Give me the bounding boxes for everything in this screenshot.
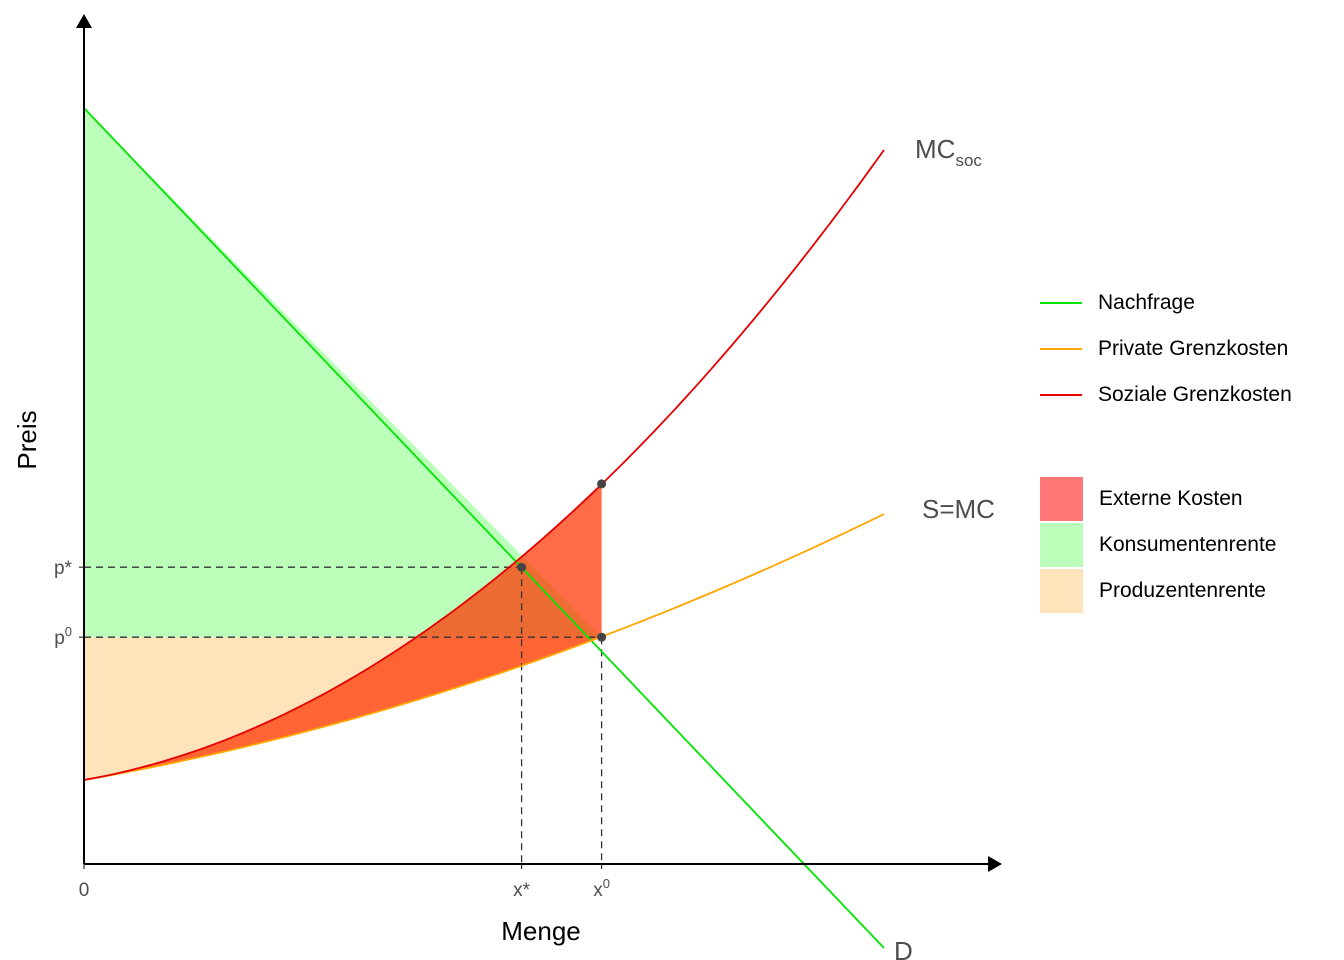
legend-swatch	[1040, 569, 1083, 613]
y-tick-label-1: p0	[54, 624, 72, 649]
legend-line-item: Soziale Grenzkosten	[1040, 372, 1340, 418]
equilibrium-point-1	[597, 632, 607, 642]
legend-swatch	[1040, 477, 1083, 521]
x-axis-title: Menge	[501, 916, 581, 946]
x-tick-label-1: x*	[513, 880, 531, 901]
y-axis-arrow	[76, 14, 92, 28]
areas-layer	[84, 108, 602, 780]
legend: Nachfrage Private Grenzkosten Soziale Gren…	[1040, 280, 1340, 614]
legend-fill-item: Externe Kosten	[1040, 476, 1340, 522]
y-axis-title: Preis	[12, 410, 42, 469]
legend-line-item: Private Grenzkosten	[1040, 326, 1340, 372]
demand-end-label: D	[894, 936, 913, 960]
legend-label: Konsumentenrente	[1099, 533, 1277, 556]
x-tick-label-2: x0	[593, 876, 610, 901]
legend-label: Nachfrage	[1098, 291, 1195, 314]
legend-label: Externe Kosten	[1099, 487, 1243, 510]
legend-fills: Externe Kosten Konsumentenrente Produzente…	[1040, 476, 1340, 614]
legend-label: Produzentenrente	[1099, 579, 1266, 602]
legend-fill-item: Produzentenrente	[1040, 568, 1340, 614]
equilibrium-point-2	[597, 479, 607, 489]
y-tick-label-0: p*	[54, 558, 73, 579]
equilibrium-point-0	[517, 562, 527, 572]
legend-label: Private Grenzkosten	[1098, 337, 1289, 360]
legend-swatch	[1040, 523, 1083, 567]
social-cost-end-label: MCsoc	[915, 134, 982, 170]
legend-line-item: Nachfrage	[1040, 280, 1340, 326]
legend-line-key	[1040, 348, 1082, 350]
x-tick-label-0: 0	[79, 880, 90, 901]
x-axis-arrow	[988, 856, 1002, 872]
consumer-surplus-area	[84, 108, 602, 638]
guides-layer	[84, 566, 603, 864]
private-marginal-cost-curve	[83, 513, 885, 781]
legend-line-key	[1040, 394, 1082, 396]
legend-fill-item: Konsumentenrente	[1040, 522, 1340, 568]
private-cost-end-label: S=MC	[922, 494, 995, 524]
points-layer	[517, 479, 607, 642]
legend-lines: Nachfrage Private Grenzkosten Soziale Gren…	[1040, 280, 1340, 418]
social-marginal-cost-curve	[83, 149, 885, 781]
legend-line-key	[1040, 302, 1082, 304]
curves-layer	[83, 107, 885, 949]
demand-curve	[83, 107, 885, 949]
legend-label: Soziale Grenzkosten	[1098, 383, 1292, 406]
labels-layer: D S=MC MCsoc	[894, 134, 995, 960]
axes-layer: Menge Preis	[12, 14, 1002, 946]
